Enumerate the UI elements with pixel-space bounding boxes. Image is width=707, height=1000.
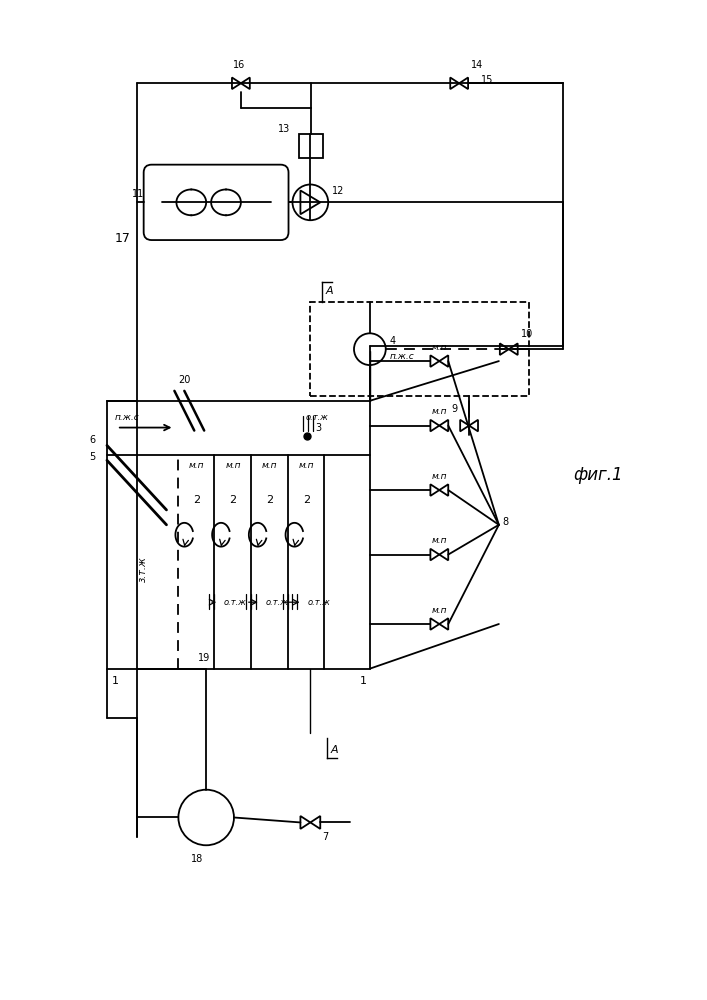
Text: п.ж.с: п.ж.с (115, 413, 140, 422)
Text: о.т.ж: о.т.ж (308, 598, 330, 607)
Text: 2: 2 (193, 495, 200, 505)
Text: 8: 8 (503, 517, 509, 527)
Text: фиг.1: фиг.1 (573, 466, 623, 484)
Text: м.п: м.п (262, 461, 277, 470)
Text: м.п: м.п (298, 461, 314, 470)
Text: м.п: м.п (431, 536, 447, 545)
Text: м.п: м.п (189, 461, 204, 470)
Text: 7: 7 (322, 832, 329, 842)
Text: м.п: м.п (431, 472, 447, 481)
Text: 9: 9 (451, 404, 457, 414)
Text: 15: 15 (481, 75, 493, 85)
Text: 2: 2 (229, 495, 237, 505)
Bar (107, 401, 370, 669)
Text: м.п: м.п (431, 343, 447, 352)
Text: о.т.ж: о.т.ж (224, 598, 247, 607)
Text: 18: 18 (192, 854, 204, 864)
Text: з.т.ж: з.т.ж (138, 557, 148, 582)
Text: 2: 2 (266, 495, 273, 505)
Text: 20: 20 (178, 375, 191, 385)
Text: 6: 6 (89, 435, 95, 445)
Text: 16: 16 (233, 60, 245, 70)
Text: м.п: м.п (431, 407, 447, 416)
Bar (310, 302, 529, 396)
Text: 5: 5 (89, 452, 95, 462)
Text: 4: 4 (390, 336, 396, 346)
Bar (300, 134, 323, 158)
Text: п.ж.с: п.ж.с (390, 352, 414, 361)
Text: 11: 11 (132, 189, 144, 199)
Polygon shape (300, 190, 320, 214)
Text: 2: 2 (303, 495, 310, 505)
Text: 19: 19 (198, 653, 211, 663)
Text: 3: 3 (315, 423, 322, 433)
Text: о.т.ж: о.т.ж (305, 413, 328, 422)
Text: А: А (330, 745, 338, 755)
Text: о.т.ж: о.т.ж (266, 598, 288, 607)
Text: 1: 1 (112, 676, 119, 686)
Text: А: А (325, 286, 333, 296)
Text: 12: 12 (332, 186, 344, 196)
Text: 10: 10 (520, 329, 533, 339)
Text: 14: 14 (471, 60, 484, 70)
Text: м.п: м.п (431, 606, 447, 615)
Text: 17: 17 (115, 232, 131, 245)
Text: 13: 13 (278, 124, 290, 134)
Text: м.п: м.п (226, 461, 240, 470)
Text: 1: 1 (360, 676, 367, 686)
